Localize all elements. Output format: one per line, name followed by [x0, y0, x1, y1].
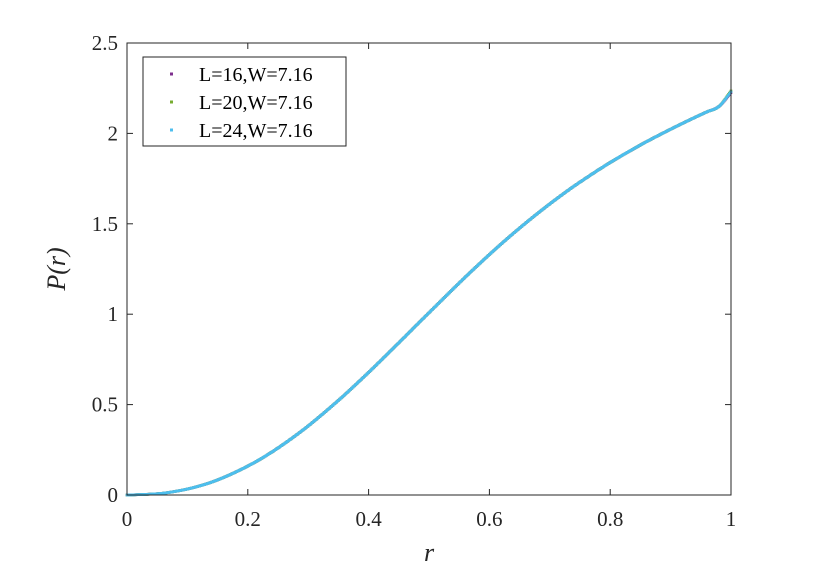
series-2	[125, 90, 733, 497]
y-tick-label: 2.5	[92, 31, 118, 55]
legend-item: L=24,W=7.16	[170, 120, 313, 142]
legend-item: L=16,W=7.16	[170, 64, 313, 86]
x-axis-label: r	[424, 538, 435, 567]
x-tick-label: 0.2	[235, 507, 261, 531]
legend-label: L=24,W=7.16	[199, 120, 313, 142]
tick-labels: 0 0.2 0.4 0.6 0.8 1 0 0.5 1 1.5 2 2.5	[92, 31, 737, 531]
axes-box	[126, 42, 732, 496]
y-tick-label: 2	[108, 121, 119, 145]
y-tick-label: 0.5	[92, 393, 118, 417]
y-tick-label: 1.5	[92, 212, 118, 236]
data-layer	[125, 89, 733, 497]
legend-marker	[170, 128, 173, 132]
legend-item: L=20,W=7.16	[170, 92, 313, 114]
x-tick-label: 0.8	[597, 507, 623, 531]
legend-label: L=16,W=7.16	[199, 64, 313, 86]
x-tick-label: 0.4	[355, 507, 382, 531]
legend-marker	[170, 100, 173, 104]
x-tick-label: 1	[726, 507, 737, 531]
x-tick-label: 0	[122, 507, 133, 531]
legend-box	[142, 56, 347, 147]
legend-label: L=20,W=7.16	[199, 92, 313, 114]
x-tick-label: 0.6	[476, 507, 502, 531]
legend: L=16,W=7.16 L=20,W=7.16 L=24,W=7.16	[142, 56, 347, 147]
y-tick-label: 1	[108, 302, 119, 326]
y-tick-label: 0	[108, 483, 119, 507]
y-axis-label: P(r)	[42, 247, 71, 291]
legend-marker	[170, 72, 173, 76]
axes	[126, 42, 732, 496]
